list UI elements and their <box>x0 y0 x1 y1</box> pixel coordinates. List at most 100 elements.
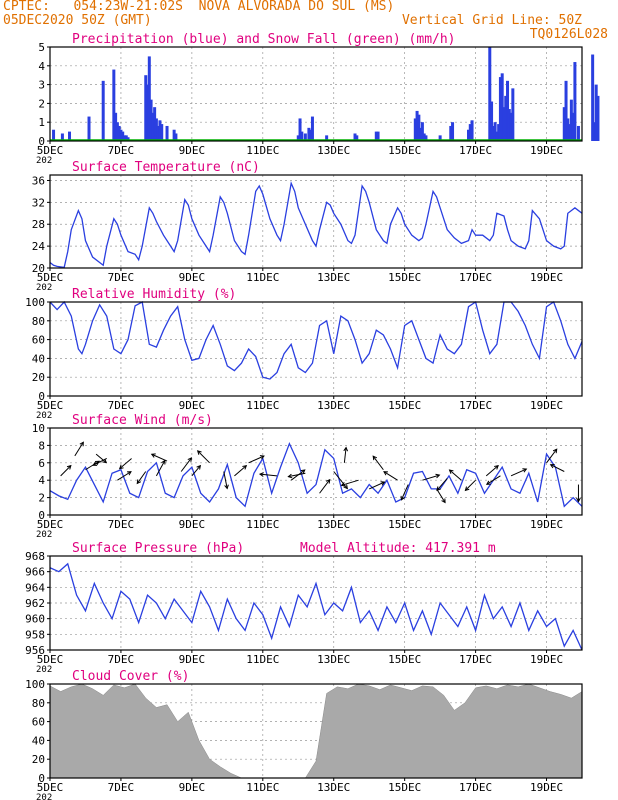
x-tick-label: 19DEC <box>530 144 563 157</box>
x-tick-label: 11DEC <box>246 399 279 412</box>
x-tick-label: 5DEC <box>37 781 64 794</box>
precip-bar <box>114 112 118 141</box>
x-tick-label: 7DEC <box>108 399 135 412</box>
y-tick-label: 60 <box>32 334 45 347</box>
wind-arrow <box>343 447 347 463</box>
precip-bar <box>303 133 307 141</box>
wind-arrow <box>400 484 409 501</box>
x-tick-label: 9DEC <box>179 144 206 157</box>
y-tick-label: 956 <box>25 644 45 657</box>
precip-bar <box>60 133 64 141</box>
y-tick-label: 962 <box>25 597 45 610</box>
wind-arrow-head <box>150 453 156 458</box>
wind-arrow-head <box>435 473 441 479</box>
x-tick-label: 19DEC <box>530 653 563 666</box>
x-tick-label: 15DEC <box>388 399 421 412</box>
x-tick-label: 5DEC <box>37 271 64 284</box>
x-tick-label: 13DEC <box>317 653 350 666</box>
x-year-label: 202 <box>36 411 52 421</box>
precip-bar <box>507 109 511 141</box>
wind-arrow-head <box>549 464 555 469</box>
panel-title: Surface Pressure (hPa) <box>72 541 244 556</box>
wind-arrow-head <box>380 481 386 486</box>
precip-bar <box>117 125 121 141</box>
y-tick-label: 968 <box>25 550 45 563</box>
wind-arrow <box>60 465 72 477</box>
x-tick-label: 11DEC <box>246 781 279 794</box>
precip-bar <box>165 125 169 141</box>
x-tick-label: 11DEC <box>246 653 279 666</box>
precip-bar <box>566 118 570 141</box>
wind-arrow-head <box>448 469 454 474</box>
precip-bar <box>571 112 575 141</box>
y-tick-label: 10 <box>32 422 45 435</box>
y-tick-label: 4 <box>38 60 45 73</box>
precip-bar <box>509 112 513 141</box>
precip-bar <box>504 95 508 141</box>
wind-arrow-head <box>79 441 84 447</box>
wind-arrow <box>485 465 499 477</box>
precip-bar <box>68 131 72 141</box>
wind-arrow-head <box>136 479 142 485</box>
wind-arrow <box>119 458 132 470</box>
x-tick-label: 19DEC <box>530 399 563 412</box>
precip-bar <box>156 125 160 141</box>
precip-bar <box>564 80 568 141</box>
wind-arrow <box>546 448 558 464</box>
x-tick-label: 9DEC <box>179 781 206 794</box>
precip-bar <box>419 127 423 141</box>
panel-pres: 956 958 960 962 964 966 968 5DEC 7DEC 9DEC 11DEC 13… <box>25 541 583 675</box>
y-tick-label: 0 <box>38 135 45 148</box>
wind-arrow <box>436 488 446 503</box>
panel-title: Surface Temperature (nC) <box>72 160 260 175</box>
wind-arrow-head <box>126 471 132 476</box>
x-tick-label: 19DEC <box>530 781 563 794</box>
precip-bar <box>307 127 311 141</box>
panel-rh: 0 20 40 60 80 100 5DEC 7DEC 9DEC 11DEC 13DEC 15DEC 1… <box>25 287 583 421</box>
y-tick-label: 6 <box>38 457 45 470</box>
wind-arrow-head <box>287 473 293 479</box>
x-tick-label: 9DEC <box>179 399 206 412</box>
x-tick-label: 7DEC <box>108 144 135 157</box>
x-tick-label: 7DEC <box>108 518 135 531</box>
precip-bar <box>413 118 417 141</box>
precip-bar <box>495 131 499 141</box>
wind-arrow <box>550 464 565 472</box>
y-tick-label: 80 <box>32 315 45 328</box>
wind-arrow-head <box>187 457 193 462</box>
y-tick-label: 100 <box>25 678 45 691</box>
precip-bar <box>438 135 442 141</box>
precip-bar <box>424 135 428 141</box>
x-tick-label: 15DEC <box>388 653 421 666</box>
y-tick-label: 80 <box>32 697 45 710</box>
wind-arrow-head <box>118 464 124 470</box>
y-tick-label: 40 <box>32 734 45 747</box>
wind-arrow <box>288 472 306 478</box>
panel-frame <box>49 683 583 779</box>
precip-bar <box>569 99 573 141</box>
precip-bar <box>115 122 119 141</box>
y-tick-label: 0 <box>38 772 45 785</box>
wind-arrow-head <box>224 484 229 490</box>
precip-bar <box>126 137 130 141</box>
precip-bar <box>568 124 572 141</box>
panel-frame <box>49 46 583 142</box>
wind-arrow <box>368 481 385 490</box>
precip-bar <box>470 120 474 141</box>
x-tick-label: 11DEC <box>246 271 279 284</box>
y-tick-label: 20 <box>32 262 45 275</box>
precip-bar <box>149 99 153 141</box>
precip-bar <box>562 107 566 141</box>
x-tick-label: 17DEC <box>459 653 492 666</box>
wind-arrow <box>180 457 192 472</box>
y-tick-label: 32 <box>32 196 45 209</box>
precip-bar <box>325 135 329 141</box>
wind-arrow-head <box>343 446 349 452</box>
precip-bar <box>122 135 126 141</box>
wind-arrow <box>486 475 501 485</box>
y-tick-label: 3 <box>38 79 45 92</box>
x-tick-label: 15DEC <box>388 271 421 284</box>
precip-bar <box>296 135 300 141</box>
x-tick-label: 7DEC <box>108 653 135 666</box>
precip-bar <box>160 124 164 141</box>
